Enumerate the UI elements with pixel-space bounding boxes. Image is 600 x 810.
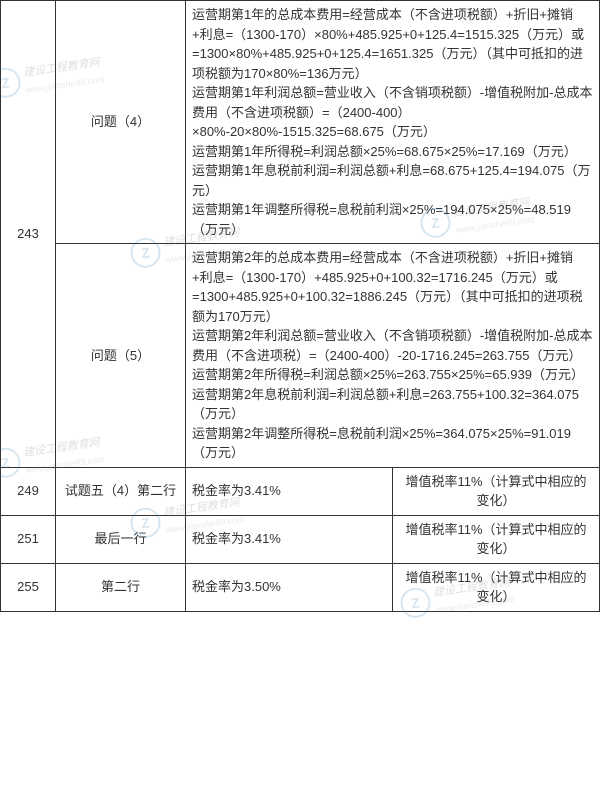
extra-cell: 增值税率11%（计算式中相应的变化） bbox=[393, 467, 600, 515]
errata-table: 243 问题（4） 运营期第1年的总成本费用=经营成本（不含进项税额）+折旧+摊… bbox=[0, 0, 600, 612]
question-cell: 问题（4） bbox=[56, 1, 186, 244]
table-row: 255 第二行 税金率为3.50% 增值税率11%（计算式中相应的变化） bbox=[1, 563, 600, 611]
question-cell: 试题五（4）第二行 bbox=[56, 467, 186, 515]
content-cell: 运营期第1年的总成本费用=经营成本（不含进项税额）+折旧+摊销+利息=（1300… bbox=[186, 1, 600, 244]
content-cell: 税金率为3.41% bbox=[186, 467, 393, 515]
content-cell: 运营期第2年的总成本费用=经营成本（不含进项税额）+折旧+摊销+利息=（1300… bbox=[186, 244, 600, 468]
table-row: 问题（5） 运营期第2年的总成本费用=经营成本（不含进项税额）+折旧+摊销+利息… bbox=[1, 244, 600, 468]
content-cell: 税金率为3.50% bbox=[186, 563, 393, 611]
page-cell: 243 bbox=[1, 1, 56, 468]
table-row: 249 试题五（4）第二行 税金率为3.41% 增值税率11%（计算式中相应的变… bbox=[1, 467, 600, 515]
extra-cell: 增值税率11%（计算式中相应的变化） bbox=[393, 515, 600, 563]
page-container: 建设工程教育网www.jianshe99.com 建设工程教育网www.jian… bbox=[0, 0, 600, 612]
page-cell: 251 bbox=[1, 515, 56, 563]
question-cell: 问题（5） bbox=[56, 244, 186, 468]
table-row: 243 问题（4） 运营期第1年的总成本费用=经营成本（不含进项税额）+折旧+摊… bbox=[1, 1, 600, 244]
extra-cell: 增值税率11%（计算式中相应的变化） bbox=[393, 563, 600, 611]
question-cell: 第二行 bbox=[56, 563, 186, 611]
page-cell: 255 bbox=[1, 563, 56, 611]
table-row: 251 最后一行 税金率为3.41% 增值税率11%（计算式中相应的变化） bbox=[1, 515, 600, 563]
content-cell: 税金率为3.41% bbox=[186, 515, 393, 563]
page-cell: 249 bbox=[1, 467, 56, 515]
question-cell: 最后一行 bbox=[56, 515, 186, 563]
